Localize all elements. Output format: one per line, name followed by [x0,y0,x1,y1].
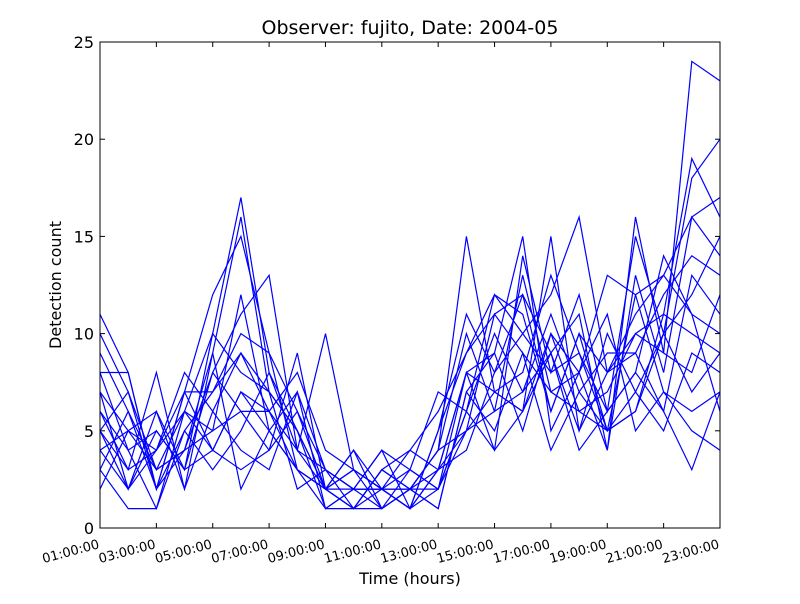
y-tick-label: 25 [74,33,94,52]
chart-title: Observer: fujito, Date: 2004-05 [262,17,559,39]
series-layer [99,60,721,511]
y-axis-label: Detection count [46,221,65,349]
y-tick-label: 10 [74,325,94,344]
x-axis-label: Time (hours) [358,569,461,588]
plot-area-frame [99,41,721,529]
series-line-17 [99,351,721,510]
series-line-14 [99,274,721,510]
y-tick-label: 15 [74,227,94,246]
y-tick-label: 5 [84,422,94,441]
y-tick-label: 20 [74,130,94,149]
y-tick-label: 0 [84,519,94,538]
